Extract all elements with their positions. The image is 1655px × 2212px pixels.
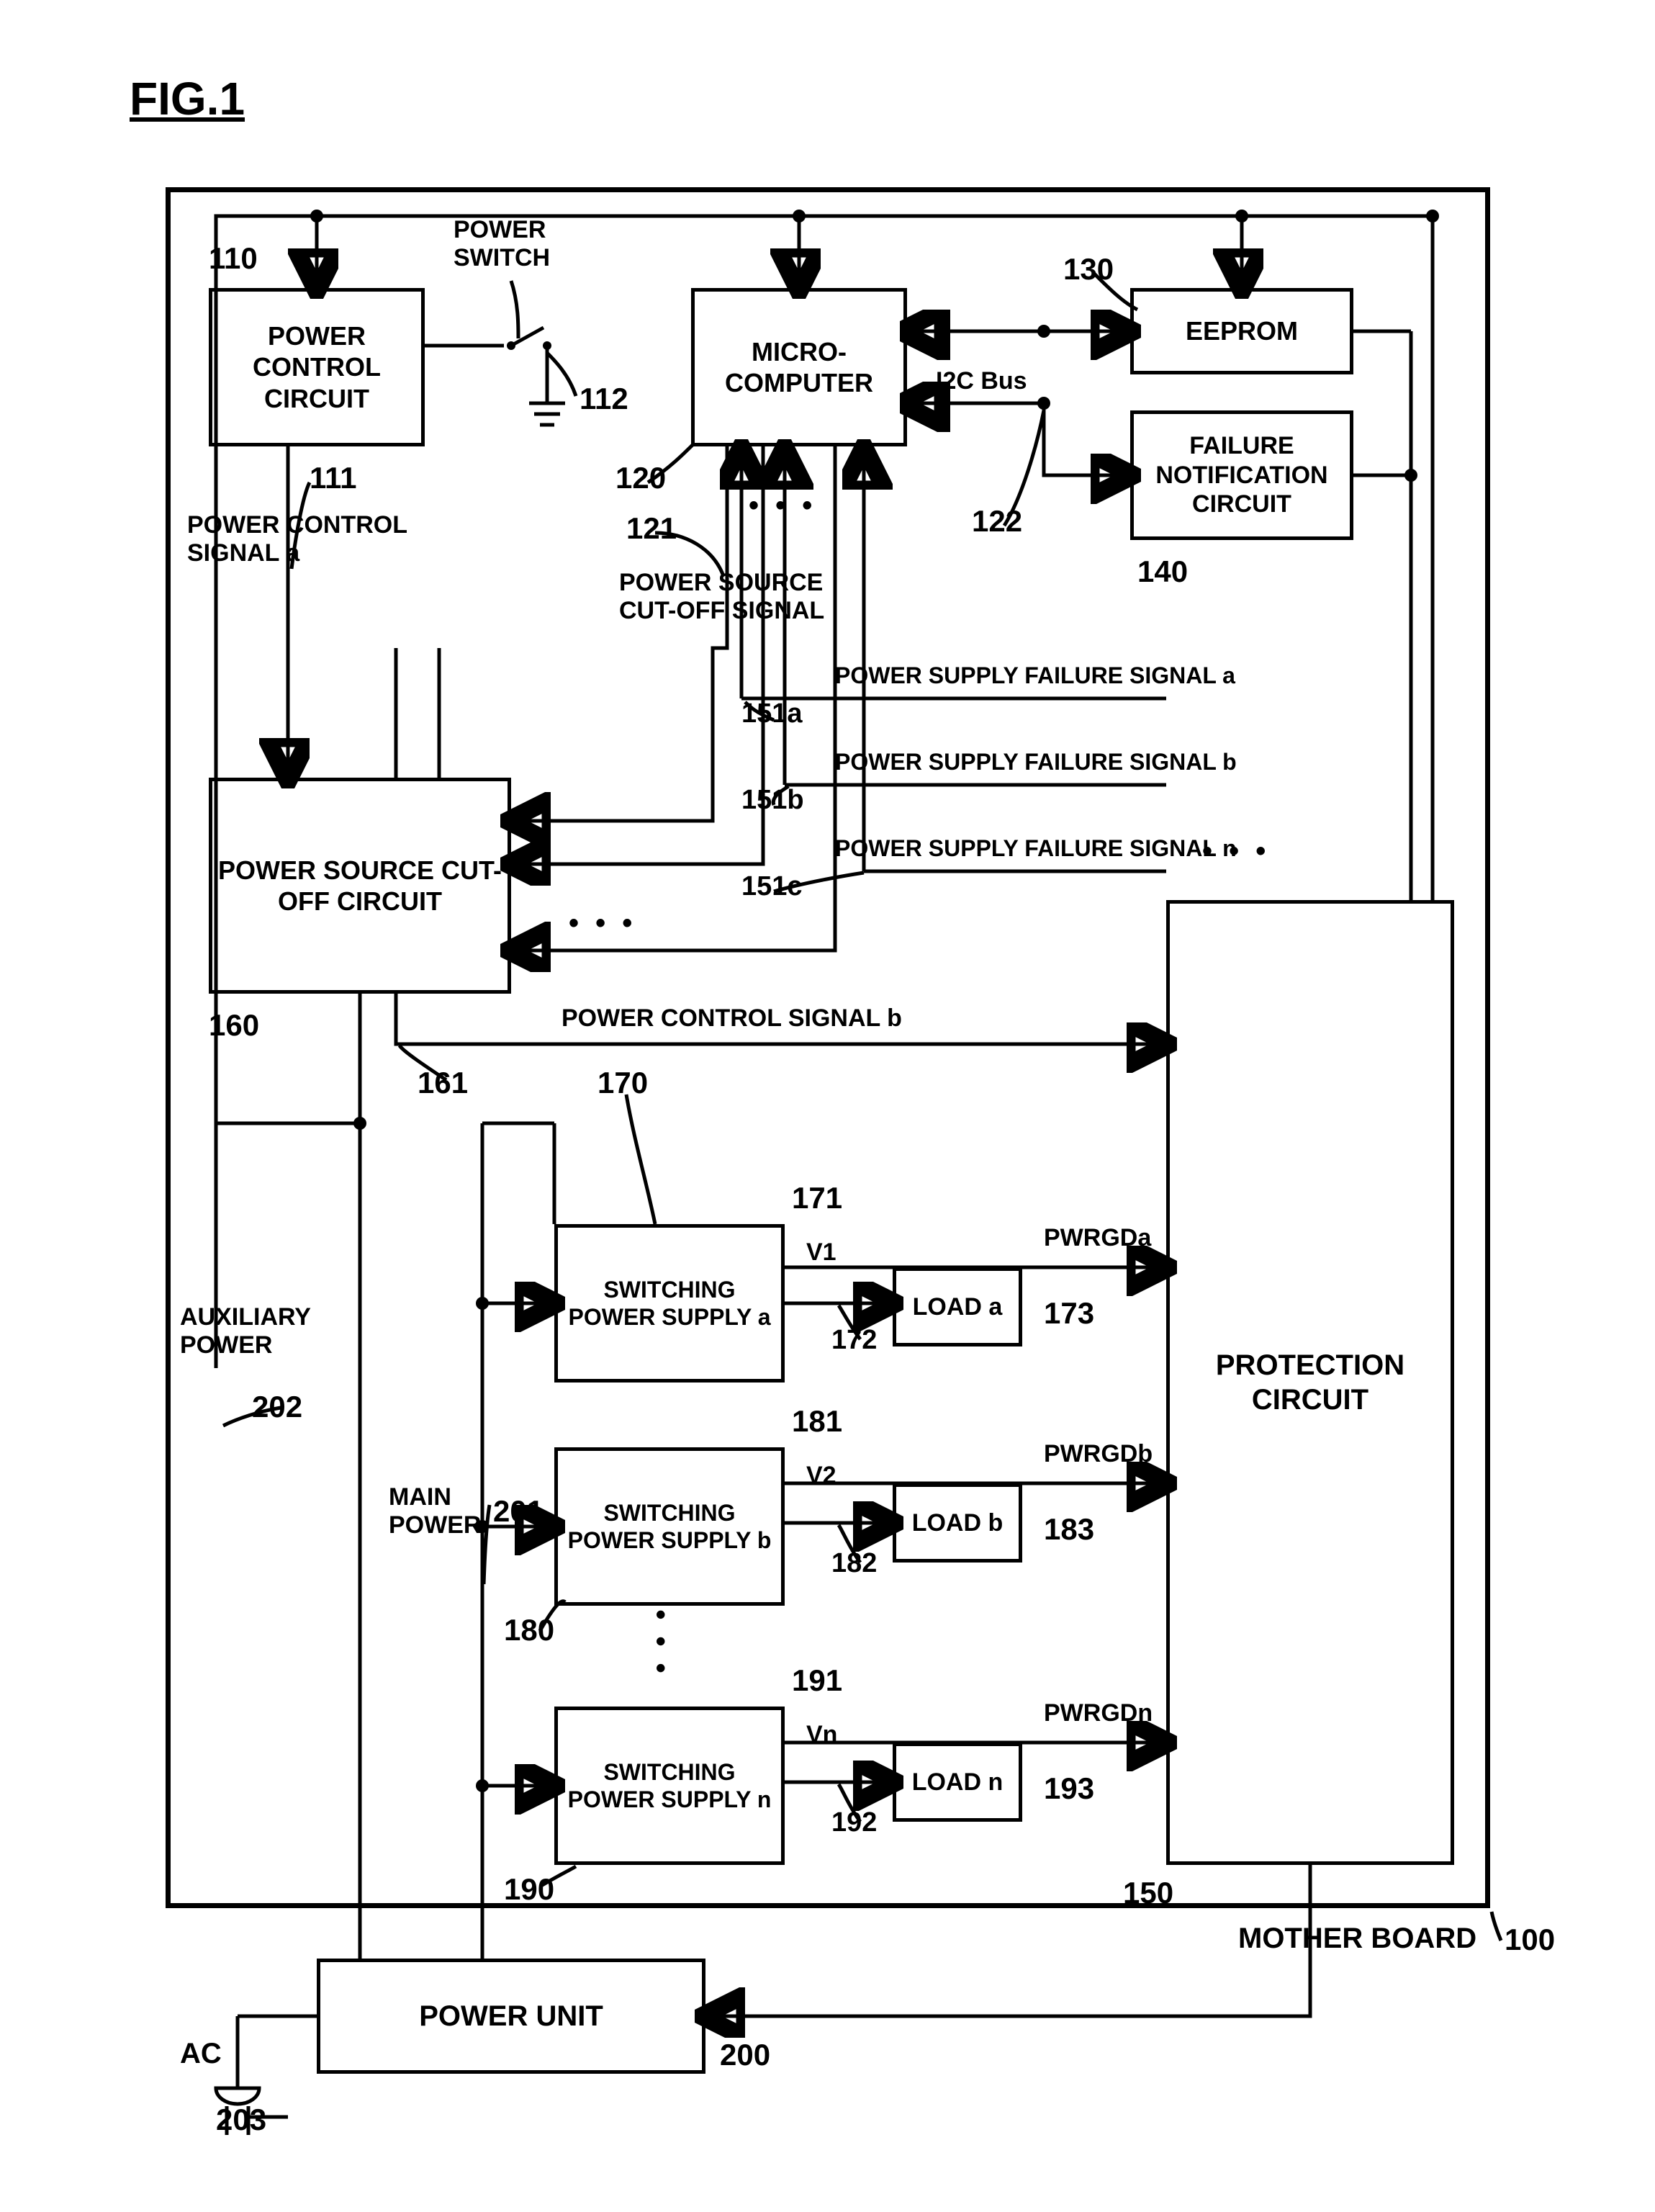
load-n-block: LOAD n bbox=[893, 1743, 1022, 1822]
ellipsis-2: • • • bbox=[749, 490, 816, 522]
ref-122: 122 bbox=[972, 504, 1022, 539]
load-a-block: LOAD a bbox=[893, 1267, 1022, 1346]
power-source-cutoff-signal-label: POWER SOURCE CUT-OFF SIGNAL bbox=[619, 569, 824, 625]
ref-180: 180 bbox=[504, 1613, 554, 1647]
ref-161: 161 bbox=[418, 1066, 468, 1100]
ref-202: 202 bbox=[252, 1390, 302, 1424]
ellipsis-1: • • • bbox=[1202, 835, 1270, 868]
ref-160: 160 bbox=[209, 1008, 259, 1043]
ref-200: 200 bbox=[720, 2038, 770, 2072]
ref-150: 150 bbox=[1123, 1876, 1173, 1910]
power-switch-label: POWER SWITCH bbox=[454, 216, 550, 272]
ref-151c: 151c bbox=[741, 871, 803, 902]
ellipsis-3: • • • bbox=[569, 907, 636, 940]
aux-power-label: AUXILIARY POWER bbox=[180, 1303, 311, 1359]
ref-130: 130 bbox=[1063, 252, 1114, 287]
v2-label: V2 bbox=[806, 1462, 836, 1490]
main-power-label: MAIN POWER bbox=[389, 1483, 481, 1539]
ref-112: 112 bbox=[580, 382, 628, 416]
cutoff-circuit-block: POWER SOURCE CUT-OFF CIRCUIT bbox=[209, 778, 511, 994]
microcomputer-block: MICRO- COMPUTER bbox=[691, 288, 907, 446]
failure-n-label: POWER SUPPLY FAILURE SIGNAL n bbox=[835, 835, 1237, 862]
ref-120: 120 bbox=[615, 461, 666, 495]
ref-173: 173 bbox=[1044, 1296, 1094, 1331]
ac-label: AC bbox=[180, 2038, 222, 2070]
ref-183: 183 bbox=[1044, 1512, 1094, 1547]
sps-n-block: SWITCHING POWER SUPPLY n bbox=[554, 1707, 785, 1865]
pwrgd-b-label: PWRGDb bbox=[1044, 1440, 1153, 1468]
i2c-bus-label: I2C Bus bbox=[936, 367, 1027, 395]
power-control-circuit-block: POWER CONTROL CIRCUIT bbox=[209, 288, 425, 446]
pwrgd-n-label: PWRGDn bbox=[1044, 1699, 1153, 1727]
power-unit-block: POWER UNIT bbox=[317, 1959, 705, 2074]
ref-201: 201 bbox=[493, 1494, 544, 1529]
failure-notification-block: FAILURE NOTIFICATION CIRCUIT bbox=[1130, 410, 1353, 540]
sps-a-block: SWITCHING POWER SUPPLY a bbox=[554, 1224, 785, 1382]
vn-label: Vn bbox=[806, 1721, 837, 1749]
power-control-signal-a-label: POWER CONTROL SIGNAL a bbox=[187, 511, 407, 567]
ref-110: 110 bbox=[209, 241, 258, 276]
ref-111: 111 bbox=[310, 461, 356, 495]
ref-193: 193 bbox=[1044, 1771, 1094, 1806]
ref-100: 100 bbox=[1505, 1923, 1555, 1957]
ref-170: 170 bbox=[597, 1066, 648, 1100]
ref-191: 191 bbox=[792, 1663, 842, 1698]
ref-190: 190 bbox=[504, 1872, 554, 1907]
ref-171: 171 bbox=[792, 1181, 842, 1215]
v1-label: V1 bbox=[806, 1238, 836, 1267]
ref-181: 181 bbox=[792, 1404, 842, 1439]
pwrgd-a-label: PWRGDa bbox=[1044, 1224, 1151, 1252]
ref-172: 172 bbox=[831, 1325, 877, 1356]
load-b-block: LOAD b bbox=[893, 1483, 1022, 1563]
ref-203: 203 bbox=[216, 2103, 266, 2137]
ref-121: 121 bbox=[626, 511, 677, 546]
protection-circuit-block: PROTECTION CIRCUIT bbox=[1166, 900, 1454, 1865]
ref-151b: 151b bbox=[741, 785, 804, 816]
ellipsis-4: • • • bbox=[644, 1609, 677, 1677]
ref-140: 140 bbox=[1137, 554, 1188, 589]
motherboard-label: MOTHER BOARD bbox=[1238, 1923, 1476, 1955]
power-control-signal-b-label: POWER CONTROL SIGNAL b bbox=[562, 1004, 902, 1033]
failure-b-label: POWER SUPPLY FAILURE SIGNAL b bbox=[835, 749, 1237, 775]
ref-192: 192 bbox=[831, 1807, 877, 1838]
eeprom-block: EEPROM bbox=[1130, 288, 1353, 374]
ref-151a: 151a bbox=[741, 698, 803, 729]
fig-label: FIG.1 bbox=[130, 72, 245, 125]
failure-a-label: POWER SUPPLY FAILURE SIGNAL a bbox=[835, 662, 1235, 689]
ref-182: 182 bbox=[831, 1548, 877, 1579]
sps-b-block: SWITCHING POWER SUPPLY b bbox=[554, 1447, 785, 1606]
